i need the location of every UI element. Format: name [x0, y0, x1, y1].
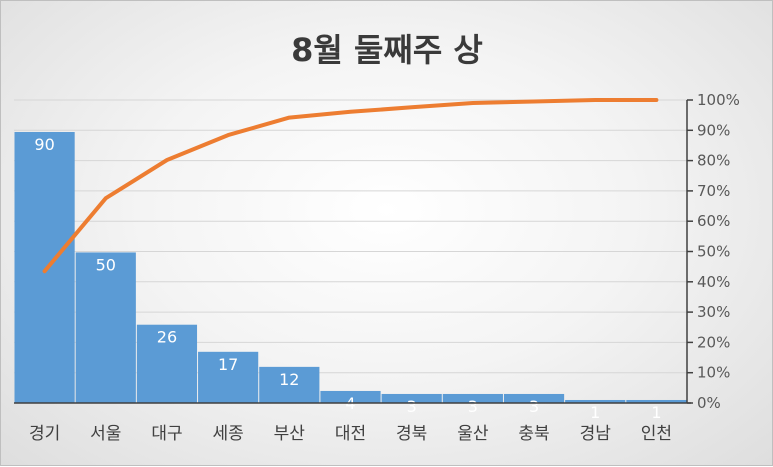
bar — [626, 399, 687, 403]
data-label: 3 — [529, 397, 539, 416]
data-label: 1 — [651, 403, 661, 422]
category-label: 인천 — [641, 424, 672, 444]
bar — [259, 366, 320, 403]
data-label: 3 — [468, 397, 478, 416]
y2-tick-label: 100% — [697, 91, 740, 109]
y2-tick-label: 20% — [697, 333, 730, 351]
y2-tick-label: 90% — [697, 121, 730, 139]
chart-title: 8월 둘째주 상 — [291, 31, 483, 69]
bar-series — [14, 132, 687, 403]
y2-tick-label: 0% — [697, 394, 721, 412]
bar — [136, 324, 198, 403]
bar — [381, 393, 442, 403]
y2-tick-label: 40% — [697, 273, 730, 291]
data-label: 12 — [279, 370, 299, 389]
data-label: 17 — [218, 355, 238, 374]
data-label: 3 — [407, 397, 417, 416]
bar — [320, 390, 381, 403]
y2-tick-label: 10% — [697, 364, 730, 382]
category-label: 대구 — [151, 424, 182, 444]
bar — [75, 252, 136, 403]
category-label: 서울 — [90, 424, 121, 444]
category-axis-ticks: 경기 서울 대구 세종 부산 대전 경북 울산 충북 경남 인천 — [29, 424, 672, 444]
y2-tick-label: 70% — [697, 182, 730, 200]
data-label: 90 — [34, 135, 54, 154]
bar — [14, 132, 75, 403]
y2-tick-label: 60% — [697, 212, 730, 230]
category-label: 울산 — [457, 424, 489, 444]
bar — [565, 399, 626, 403]
category-label: 세종 — [212, 424, 243, 444]
data-label: 26 — [157, 328, 177, 347]
category-label: 충북 — [518, 424, 549, 444]
category-label: 경기 — [29, 424, 60, 444]
category-label: 경남 — [580, 424, 612, 444]
category-label: 경북 — [396, 424, 427, 444]
bar — [198, 351, 259, 403]
bar — [503, 393, 565, 403]
cumulative-line — [42, 98, 659, 274]
y2-tick-label: 50% — [697, 243, 730, 261]
y2-tick-label: 80% — [697, 152, 730, 170]
bar — [442, 393, 503, 403]
data-label: 50 — [96, 255, 116, 274]
category-label: 대전 — [335, 424, 366, 444]
category-label: 부산 — [274, 424, 306, 444]
cumulative-line-series — [42, 98, 659, 274]
secondary-axis-ticks: 0% 10% 20% 30% 40% 50% 60% 70% 80% 90% 100% — [687, 91, 740, 412]
y2-tick-label: 30% — [697, 303, 730, 321]
data-label: 1 — [590, 403, 600, 422]
